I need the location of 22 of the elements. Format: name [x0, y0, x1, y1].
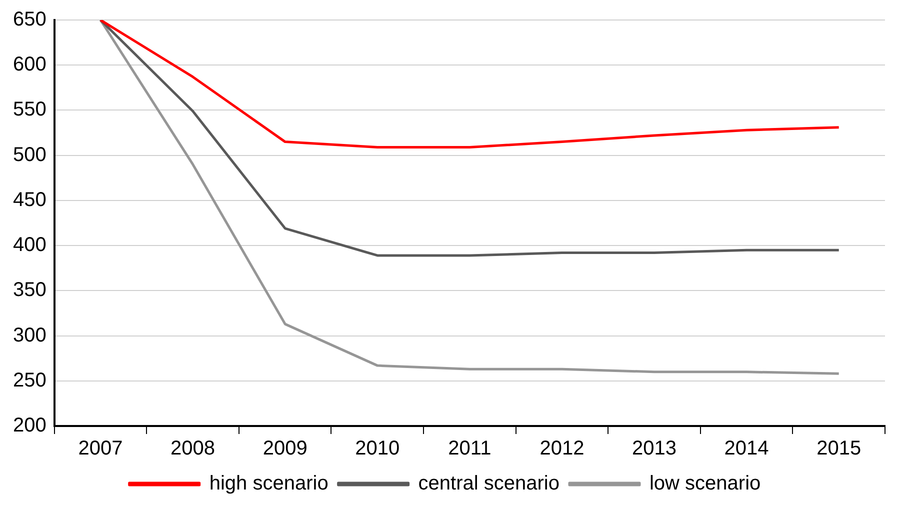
x-tick-label: 2015	[816, 438, 862, 460]
x-tick-label: 2009	[262, 438, 308, 460]
y-tick-label: 400	[12, 234, 46, 256]
x-tick-label: 2011	[448, 438, 492, 460]
y-tick-label: 450	[12, 188, 46, 211]
y-tick-label: 200	[12, 414, 46, 437]
x-tick-label: 2014	[724, 438, 769, 460]
x-tick-label: 2008	[170, 438, 216, 460]
y-tick-label: 500	[12, 144, 46, 166]
y-tick-label: 550	[12, 98, 46, 121]
x-tick-label: 2012	[540, 438, 584, 460]
legend-label: central scenario	[418, 472, 560, 495]
y-tick-label: 300	[12, 324, 46, 346]
legend-label: high scenario	[209, 472, 328, 495]
y-tick-label: 600	[12, 54, 46, 76]
x-tick-label: 2013	[632, 438, 677, 460]
y-tick-label: 650	[12, 8, 46, 31]
y-tick-label: 250	[12, 369, 46, 392]
x-tick-label: 2007	[78, 438, 123, 460]
legend-label: low scenario	[649, 472, 761, 495]
x-tick-label: 2010	[355, 438, 400, 460]
y-tick-label: 350	[12, 279, 46, 302]
